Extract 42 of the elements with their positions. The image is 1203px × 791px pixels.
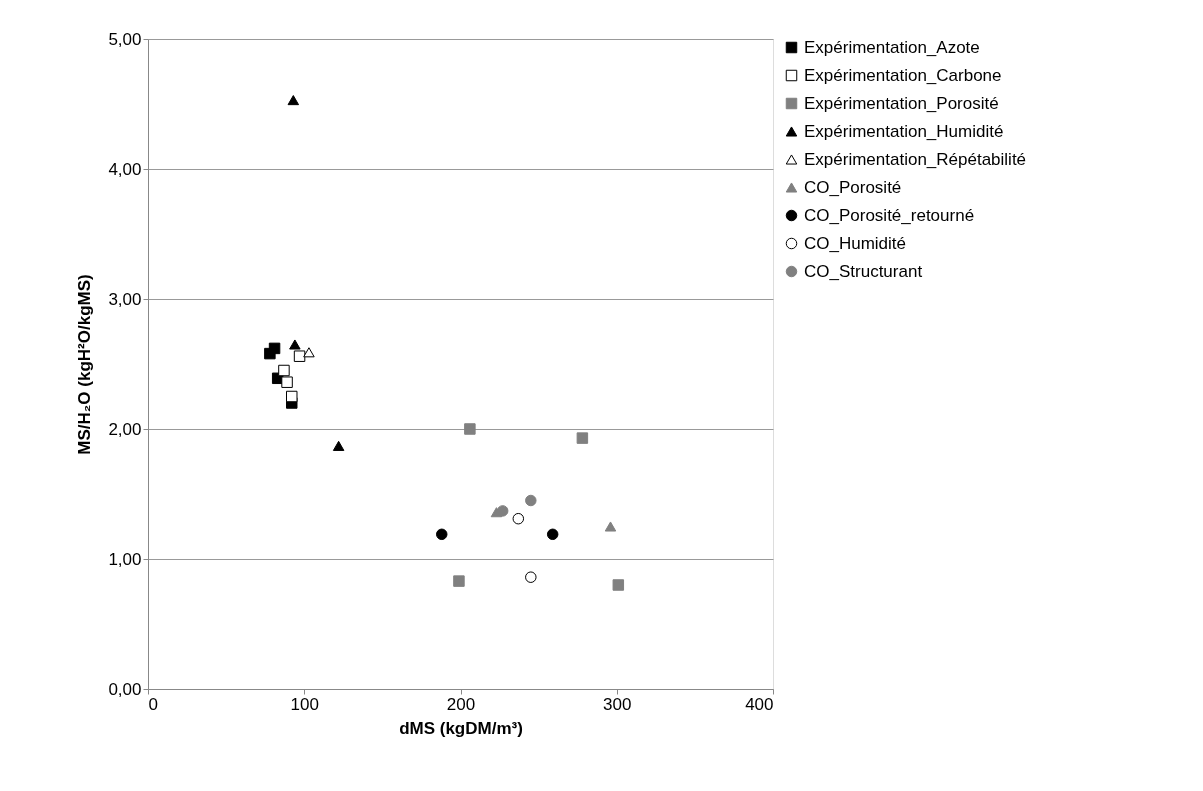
- x-tick-label: 400: [745, 694, 774, 714]
- point: [281, 376, 293, 388]
- y-tick-label: 2,00: [108, 419, 142, 439]
- point: [278, 364, 290, 377]
- legend-label: Expérimentation_Carbone: [804, 65, 1002, 85]
- point: [332, 440, 345, 451]
- legend-label: Expérimentation_Répétabilité: [804, 149, 1027, 169]
- legend-label: CO_Structurant: [804, 261, 923, 281]
- point: [293, 350, 306, 362]
- point: [464, 423, 476, 435]
- y-axis-title: MS/H₂O (kgH²O/kgMS): [75, 274, 95, 455]
- point: [525, 494, 537, 507]
- point: [264, 347, 276, 360]
- legend-label: Expérimentation_Porosité: [804, 93, 999, 113]
- legend-label: Expérimentation_Humidité: [804, 121, 1004, 141]
- point: [612, 579, 625, 591]
- legend-label: CO_Porosité_retourné: [804, 205, 975, 225]
- point: [303, 347, 315, 358]
- y-tick-label: 1,00: [108, 549, 142, 569]
- legend-label: CO_Humidité: [804, 233, 907, 253]
- legend-label: CO_Porosité: [804, 177, 902, 197]
- y-tick-label: 4,00: [108, 159, 142, 179]
- point: [287, 95, 300, 106]
- x-tick-label: 200: [446, 694, 476, 714]
- y-tick-label: 3,00: [108, 289, 142, 309]
- point: [496, 505, 509, 517]
- point: [436, 528, 448, 541]
- point: [525, 571, 537, 583]
- point: [546, 528, 559, 541]
- y-tick-label: 0,00: [108, 679, 142, 699]
- x-tick-label: 0: [148, 694, 158, 714]
- point: [453, 575, 465, 587]
- y-tick-label: 5,00: [108, 29, 142, 49]
- point: [604, 521, 617, 532]
- point: [289, 339, 301, 350]
- point: [286, 390, 298, 403]
- x-axis-title: dMS (kgDM/m³): [399, 718, 523, 738]
- point: [512, 512, 525, 525]
- x-tick-label: 100: [290, 694, 319, 714]
- x-tick-label: 300: [603, 694, 632, 714]
- legend-label: Expérimentation_Azote: [804, 37, 980, 57]
- point: [576, 432, 589, 444]
